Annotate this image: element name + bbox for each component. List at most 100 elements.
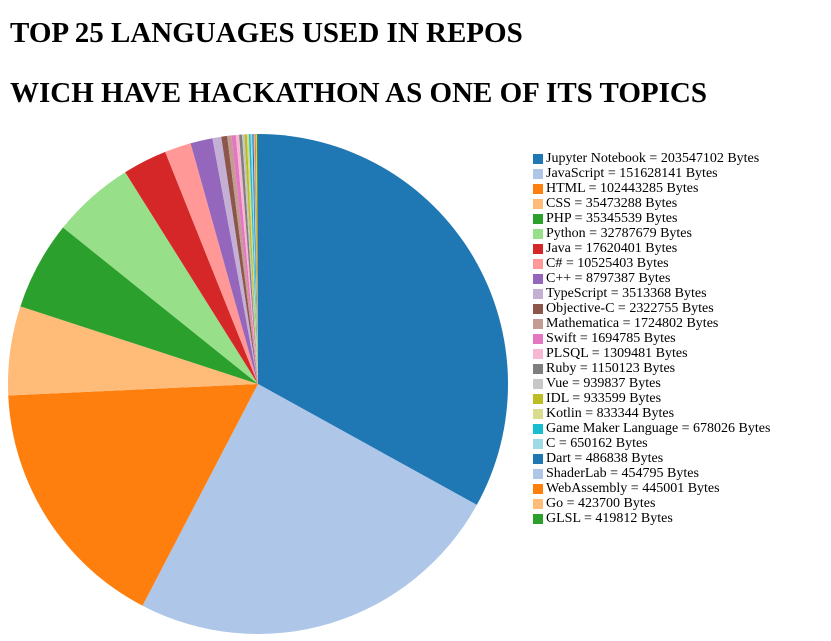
legend-swatch <box>533 273 543 284</box>
legend-label: HTML = 102443285 Bytes <box>546 181 699 196</box>
legend-item: C# = 10525403 Bytes <box>533 256 770 271</box>
legend-label: PLSQL = 1309481 Bytes <box>546 346 688 361</box>
legend-item: Vue = 939837 Bytes <box>533 376 770 391</box>
legend-label: Go = 423700 Bytes <box>546 496 656 511</box>
legend-swatch <box>533 513 543 524</box>
pie-slice-game-maker-language <box>248 134 258 384</box>
legend-item: Game Maker Language = 678026 Bytes <box>533 421 770 436</box>
legend-swatch <box>533 333 543 344</box>
pie-slice-mathematica <box>227 135 258 384</box>
legend-swatch <box>533 363 543 374</box>
legend-label: JavaScript = 151628141 Bytes <box>546 166 718 181</box>
legend-item: Jupyter Notebook = 203547102 Bytes <box>533 151 770 166</box>
legend-item: Objective-C = 2322755 Bytes <box>533 301 770 316</box>
pie-slice-typescript <box>212 136 258 384</box>
legend-swatch <box>533 318 543 329</box>
legend-item: Kotlin = 833344 Bytes <box>533 406 770 421</box>
legend-item: WebAssembly = 445001 Bytes <box>533 481 770 496</box>
legend-item: PLSQL = 1309481 Bytes <box>533 346 770 361</box>
pie-slice-objective-c <box>221 135 258 384</box>
legend-label: GLSL = 419812 Bytes <box>546 511 673 526</box>
pie-slice-glsl <box>256 134 258 384</box>
legend-swatch <box>533 393 543 404</box>
legend-label: Dart = 486838 Bytes <box>546 451 664 466</box>
legend-item: Python = 32787679 Bytes <box>533 226 770 241</box>
legend-item: C = 650162 Bytes <box>533 436 770 451</box>
legend-item: Dart = 486838 Bytes <box>533 451 770 466</box>
pie-slice-c <box>250 134 258 384</box>
legend-item: JavaScript = 151628141 Bytes <box>533 166 770 181</box>
legend-swatch <box>533 288 543 299</box>
legend-label: Jupyter Notebook = 203547102 Bytes <box>546 151 760 166</box>
pie-slice-ruby <box>239 134 258 384</box>
legend-swatch <box>533 468 543 479</box>
legend-swatch <box>533 168 543 179</box>
legend-item: Java = 17620401 Bytes <box>533 241 770 256</box>
legend: Jupyter Notebook = 203547102 Bytes JavaSc… <box>533 151 770 526</box>
legend-label: C# = 10525403 Bytes <box>546 256 669 271</box>
pie-slice-dart <box>252 134 258 384</box>
pie-slice-vue <box>242 134 258 384</box>
legend-swatch <box>533 183 543 194</box>
legend-item: CSS = 35473288 Bytes <box>533 196 770 211</box>
legend-label: IDL = 933599 Bytes <box>546 391 662 406</box>
chart-title-line-2: WICH HAVE HACKATHON AS ONE OF ITS TOPICS <box>10 77 707 109</box>
pie-slice-c- <box>165 143 258 384</box>
pie-slice-java <box>125 151 258 384</box>
pie-slice-plsql <box>235 134 258 384</box>
legend-label: Mathematica = 1724802 Bytes <box>546 316 719 331</box>
legend-item: PHP = 35345539 Bytes <box>533 211 770 226</box>
pie-slice-python <box>63 172 259 384</box>
legend-swatch <box>533 453 543 464</box>
legend-label: Java = 17620401 Bytes <box>546 241 678 256</box>
legend-swatch <box>533 438 543 449</box>
legend-swatch <box>533 243 543 254</box>
legend-swatch <box>533 498 543 509</box>
chart-title-line-1: TOP 25 LANGUAGES USED IN REPOS <box>10 17 523 49</box>
legend-swatch <box>533 423 543 434</box>
legend-swatch <box>533 348 543 359</box>
legend-label: Game Maker Language = 678026 Bytes <box>546 421 771 436</box>
legend-swatch <box>533 378 543 389</box>
legend-item: GLSL = 419812 Bytes <box>533 511 770 526</box>
pie-slice-jupyter-notebook <box>258 134 508 505</box>
pie-slice-kotlin <box>246 134 258 384</box>
pie-slice-css <box>7 306 258 396</box>
legend-label: CSS = 35473288 Bytes <box>546 196 678 211</box>
legend-item: ShaderLab = 454795 Bytes <box>533 466 770 481</box>
legend-label: TypeScript = 3513368 Bytes <box>546 286 707 301</box>
legend-swatch <box>533 303 543 314</box>
pie-slice-javascript <box>142 384 477 634</box>
legend-label: ShaderLab = 454795 Bytes <box>546 466 699 481</box>
pie-slice-go <box>255 134 258 384</box>
legend-item: IDL = 933599 Bytes <box>533 391 770 406</box>
legend-swatch <box>533 408 543 419</box>
legend-item: Mathematica = 1724802 Bytes <box>533 316 770 331</box>
legend-label: C = 650162 Bytes <box>546 436 648 451</box>
legend-item: Ruby = 1150123 Bytes <box>533 361 770 376</box>
legend-label: WebAssembly = 445001 Bytes <box>546 481 720 496</box>
legend-label: Swift = 1694785 Bytes <box>546 331 676 346</box>
legend-item: Swift = 1694785 Bytes <box>533 331 770 346</box>
pie-slice-swift <box>231 134 258 384</box>
legend-item: TypeScript = 3513368 Bytes <box>533 286 770 301</box>
legend-label: C++ = 8797387 Bytes <box>546 271 671 286</box>
pie-slice-html <box>8 384 258 606</box>
pie-slice-idl <box>244 134 258 384</box>
pie-slice-shaderlab <box>253 134 258 384</box>
legend-label: PHP = 35345539 Bytes <box>546 211 678 226</box>
pie-slices <box>7 134 508 634</box>
pie-slice-c- <box>190 138 258 384</box>
legend-swatch <box>533 198 543 209</box>
legend-label: Vue = 939837 Bytes <box>546 376 661 391</box>
legend-label: Kotlin = 833344 Bytes <box>546 406 675 421</box>
pie-slice-php <box>20 227 258 384</box>
legend-swatch <box>533 258 543 269</box>
legend-item: HTML = 102443285 Bytes <box>533 181 770 196</box>
legend-label: Python = 32787679 Bytes <box>546 226 692 241</box>
legend-item: Go = 423700 Bytes <box>533 496 770 511</box>
legend-label: Ruby = 1150123 Bytes <box>546 361 676 376</box>
legend-swatch <box>533 483 543 494</box>
legend-label: Objective-C = 2322755 Bytes <box>546 301 714 316</box>
legend-swatch <box>533 213 543 224</box>
